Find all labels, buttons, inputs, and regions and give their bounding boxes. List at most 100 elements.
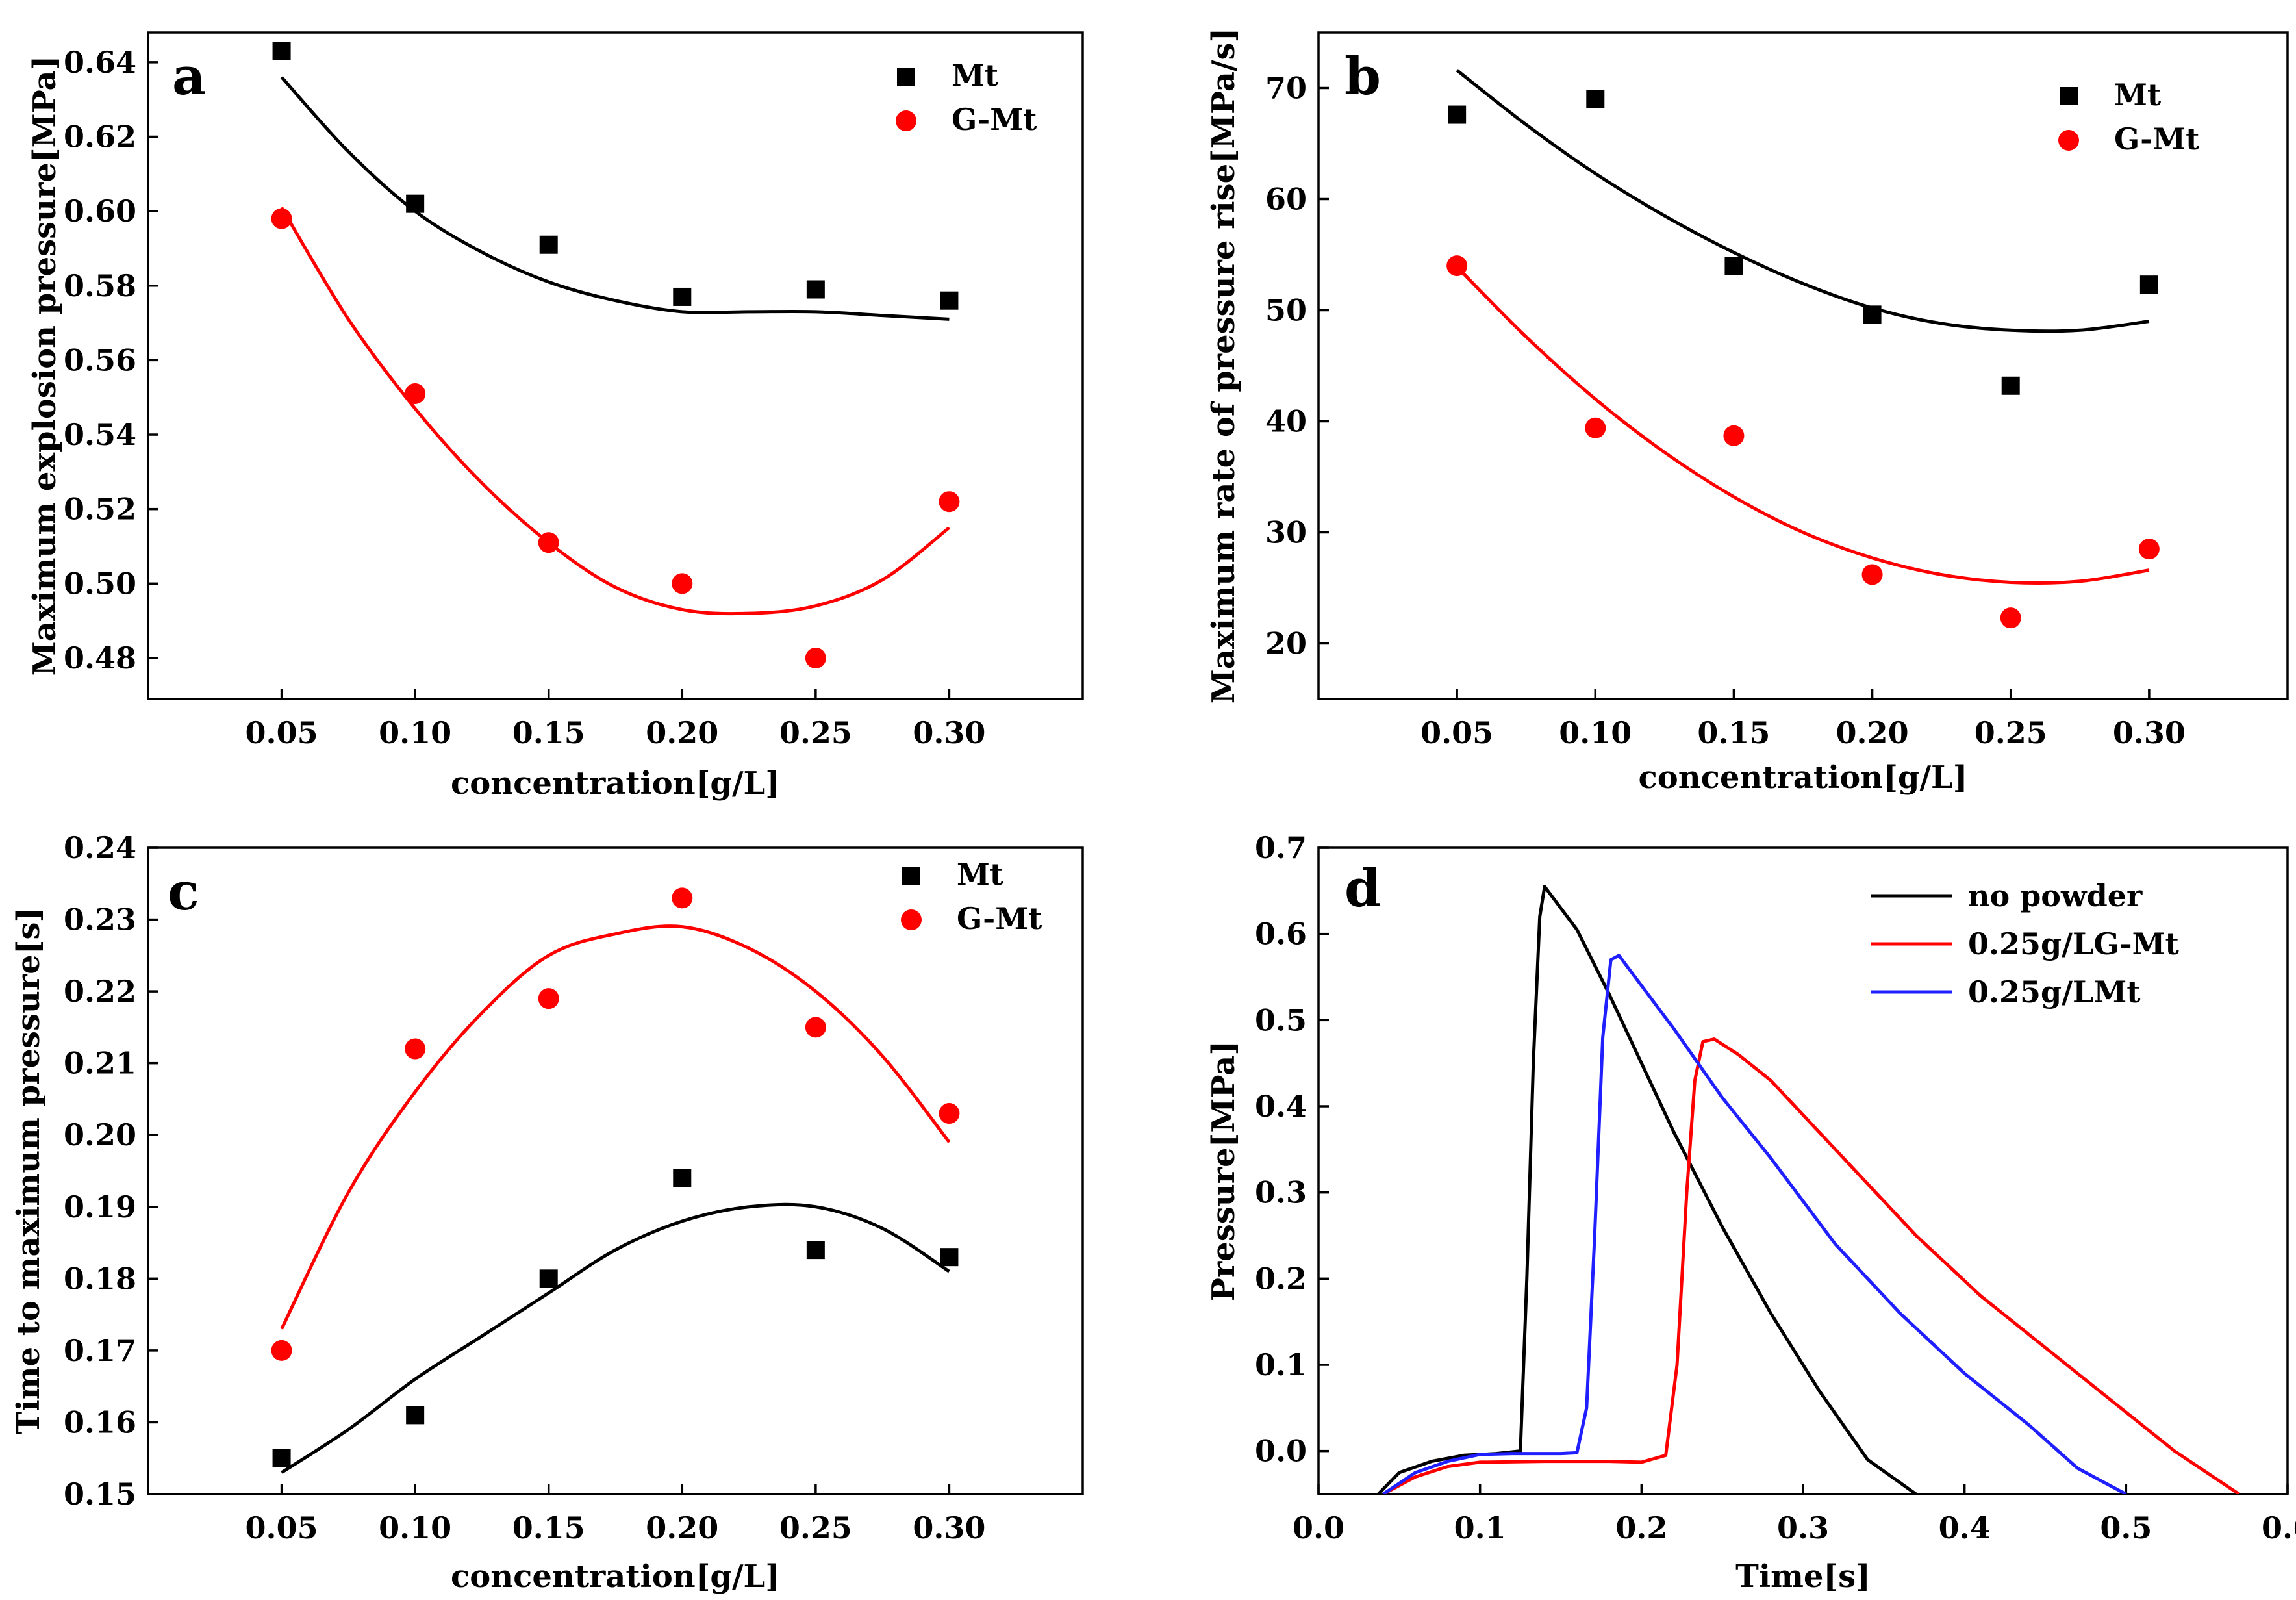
y-tick-label: 0.54 bbox=[64, 417, 136, 452]
x-tick-label: 0.20 bbox=[1836, 715, 1909, 750]
x-tick-label: 0.30 bbox=[913, 715, 985, 750]
data-point-mt bbox=[2139, 275, 2158, 294]
data-point-mt bbox=[806, 280, 825, 299]
y-tick-label: 0.60 bbox=[64, 194, 136, 229]
y-tick-label: 20 bbox=[1265, 626, 1307, 661]
x-tick-label: 0.1 bbox=[1454, 1510, 1506, 1545]
x-tick-label: 0.25 bbox=[779, 715, 852, 750]
y-axis-label: Maximum rate of pressure rise[MPa/s] bbox=[1205, 28, 1242, 704]
x-tick-label: 0.25 bbox=[1974, 715, 2047, 750]
chart-panel-d: 0.0 0.1 0.2 0.3 0.4 0.5 0.6 0.0 0.1 0.2 0.3 0.4 0.5 0… bbox=[1205, 830, 2296, 1595]
x-tick-label: 0.05 bbox=[246, 715, 318, 750]
data-point-mt bbox=[539, 1269, 558, 1288]
x-tick-label: 0.2 bbox=[1615, 1510, 1667, 1545]
y-tick-label: 0.4 bbox=[1255, 1089, 1307, 1124]
y-tick-label: 0.58 bbox=[64, 268, 136, 303]
x-tick-label: 0.15 bbox=[512, 715, 585, 750]
legend-marker-mt bbox=[897, 68, 915, 86]
data-point-g-mt bbox=[271, 208, 292, 229]
y-tick-label: 50 bbox=[1265, 293, 1307, 328]
legend-label: no powder bbox=[1968, 878, 2143, 913]
y-tick-label: 60 bbox=[1265, 182, 1307, 217]
x-tick-label: 0.10 bbox=[1559, 715, 1632, 750]
data-point-mt bbox=[272, 1449, 291, 1467]
y-tick-label: 0.1 bbox=[1255, 1347, 1307, 1382]
data-point-g-mt bbox=[1861, 564, 1883, 585]
legend-label: G-Mt bbox=[952, 102, 1037, 137]
legend-label: Mt bbox=[2114, 77, 2162, 112]
data-point-g-mt bbox=[2000, 607, 2021, 629]
y-tick-label: 0.2 bbox=[1255, 1261, 1307, 1296]
x-tick-label: 0.6 bbox=[2262, 1510, 2296, 1545]
data-point-mt bbox=[1448, 105, 1467, 124]
fit-curve-g-mt bbox=[1456, 266, 2150, 585]
y-tick-label: 0.15 bbox=[64, 1477, 136, 1512]
data-point-mt bbox=[673, 1169, 692, 1187]
y-tick-label: 0.56 bbox=[64, 342, 136, 377]
data-point-g-mt bbox=[805, 647, 826, 668]
series-line-1 bbox=[1377, 885, 1917, 1494]
x-axis-label: concentration[g/L] bbox=[1639, 759, 1968, 796]
data-point-mt bbox=[1724, 257, 1743, 275]
plot-frame bbox=[1317, 31, 2289, 700]
data-point-g-mt bbox=[271, 1340, 292, 1361]
data-point-mt bbox=[1586, 90, 1605, 108]
fit-curve-mt bbox=[281, 1202, 950, 1474]
chart-panel-b: 0.05 0.10 0.15 0.20 0.25 0.30 20 30 40 50 60 70 conc… bbox=[1205, 28, 2289, 796]
x-axis-label: concentration[g/L] bbox=[451, 1558, 780, 1595]
x-tick-label: 0.15 bbox=[1697, 715, 1770, 750]
data-point-g-mt bbox=[1585, 417, 1606, 438]
fit-curve-g-mt bbox=[280, 924, 951, 1330]
x-tick-label: 0.5 bbox=[2100, 1510, 2152, 1545]
y-tick-label: 0.23 bbox=[64, 902, 136, 937]
data-point-mt bbox=[1863, 305, 1882, 324]
legend-marker-g-mt bbox=[901, 909, 922, 930]
data-point-g-mt bbox=[405, 383, 426, 404]
legend-marker-g-mt bbox=[2058, 130, 2079, 151]
data-point-mt bbox=[806, 1241, 825, 1260]
data-point-mt bbox=[272, 42, 291, 60]
panel-letter: c bbox=[168, 861, 199, 922]
series-line-2 bbox=[1382, 1037, 2240, 1494]
x-tick-label: 0.0 bbox=[1293, 1510, 1344, 1545]
legend-label: 0.25g/LG-Mt bbox=[1968, 926, 2179, 961]
y-tick-label: 0.64 bbox=[64, 45, 136, 80]
x-tick-label: 0.05 bbox=[246, 1510, 318, 1545]
x-tick-label: 0.4 bbox=[1939, 1510, 1991, 1545]
data-point-mt bbox=[406, 1406, 425, 1425]
y-tick-label: 0.19 bbox=[64, 1189, 136, 1225]
data-point-mt bbox=[673, 287, 692, 306]
legend-label: G-Mt bbox=[2114, 121, 2200, 157]
legend-marker-mt bbox=[902, 867, 920, 885]
chart-panel-c: 0.05 0.10 0.15 0.20 0.25 0.30 0.15 0.16 0.17 0.18… bbox=[10, 830, 1084, 1595]
data-point-mt bbox=[2001, 376, 2020, 395]
y-tick-label: 70 bbox=[1265, 71, 1307, 106]
x-tick-label: 0.3 bbox=[1777, 1510, 1829, 1545]
y-tick-label: 0.7 bbox=[1255, 830, 1307, 865]
data-point-g-mt bbox=[1446, 255, 1468, 277]
legend-marker-mt bbox=[2060, 87, 2078, 105]
fit-curve-mt bbox=[280, 76, 950, 321]
data-point-g-mt bbox=[2138, 539, 2160, 560]
panel-letter: d bbox=[1344, 857, 1381, 919]
y-tick-label: 0.48 bbox=[64, 641, 136, 676]
fit-curve-mt bbox=[1456, 69, 2150, 333]
data-point-mt bbox=[406, 194, 425, 213]
data-point-g-mt bbox=[1723, 425, 1745, 446]
chart-panel-a: 0.05 0.10 0.15 0.20 0.25 0.30 0.48 0.50 0.52 0.54… bbox=[27, 31, 1084, 802]
data-point-mt bbox=[539, 235, 558, 254]
x-tick-label: 0.05 bbox=[1420, 715, 1493, 750]
y-tick-label: 0.3 bbox=[1255, 1175, 1307, 1210]
x-tick-label: 0.20 bbox=[646, 1510, 718, 1545]
data-point-mt bbox=[940, 291, 959, 310]
y-axis-label: Time to maximum pressure[s] bbox=[10, 908, 47, 1434]
plot-frame bbox=[147, 31, 1084, 700]
y-tick-label: 0.21 bbox=[64, 1046, 136, 1081]
y-axis-label: Maximum explosion pressure[MPa] bbox=[27, 56, 63, 676]
y-tick-label: 30 bbox=[1265, 515, 1307, 550]
x-axis-label: Time[s] bbox=[1735, 1558, 1871, 1595]
x-tick-label: 0.15 bbox=[512, 1510, 585, 1545]
data-point-g-mt bbox=[672, 887, 693, 909]
x-tick-label: 0.10 bbox=[379, 1510, 451, 1545]
y-axis-label: Pressure[MPa] bbox=[1205, 1041, 1242, 1301]
